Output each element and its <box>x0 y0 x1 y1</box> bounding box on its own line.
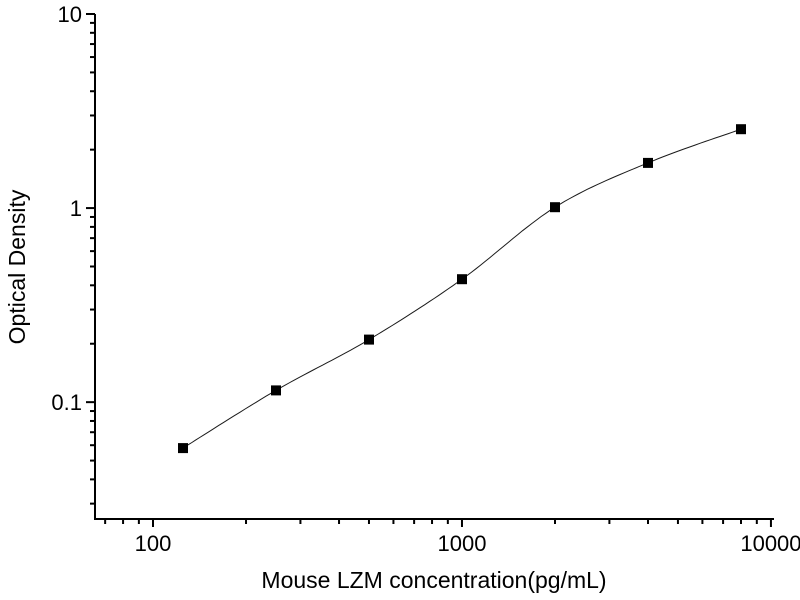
x-tick-label: 10000 <box>740 531 800 556</box>
data-point-marker <box>550 202 560 213</box>
data-point-marker <box>271 385 281 396</box>
axis-ticks <box>86 13 772 527</box>
y-tick-label: 0.1 <box>51 390 82 415</box>
x-tick-label: 1000 <box>438 531 487 556</box>
data-point-marker <box>364 334 374 345</box>
data-point-marker <box>457 274 467 285</box>
y-axis-title: Optical Density <box>4 189 30 344</box>
axis-lines <box>94 14 774 520</box>
y-tick-label: 1 <box>70 196 82 221</box>
data-points <box>178 124 746 454</box>
data-point-marker <box>736 124 746 135</box>
y-tick-label: 10 <box>58 2 82 27</box>
axis-tick-labels: 100 1000 10000 0.1 1 10 <box>51 2 800 556</box>
fit-curve <box>182 128 742 449</box>
data-point-marker <box>643 157 653 168</box>
data-point-marker <box>178 443 188 454</box>
x-axis-title: Mouse LZM concentration(pg/mL) <box>261 567 606 593</box>
x-tick-label: 100 <box>135 531 172 556</box>
